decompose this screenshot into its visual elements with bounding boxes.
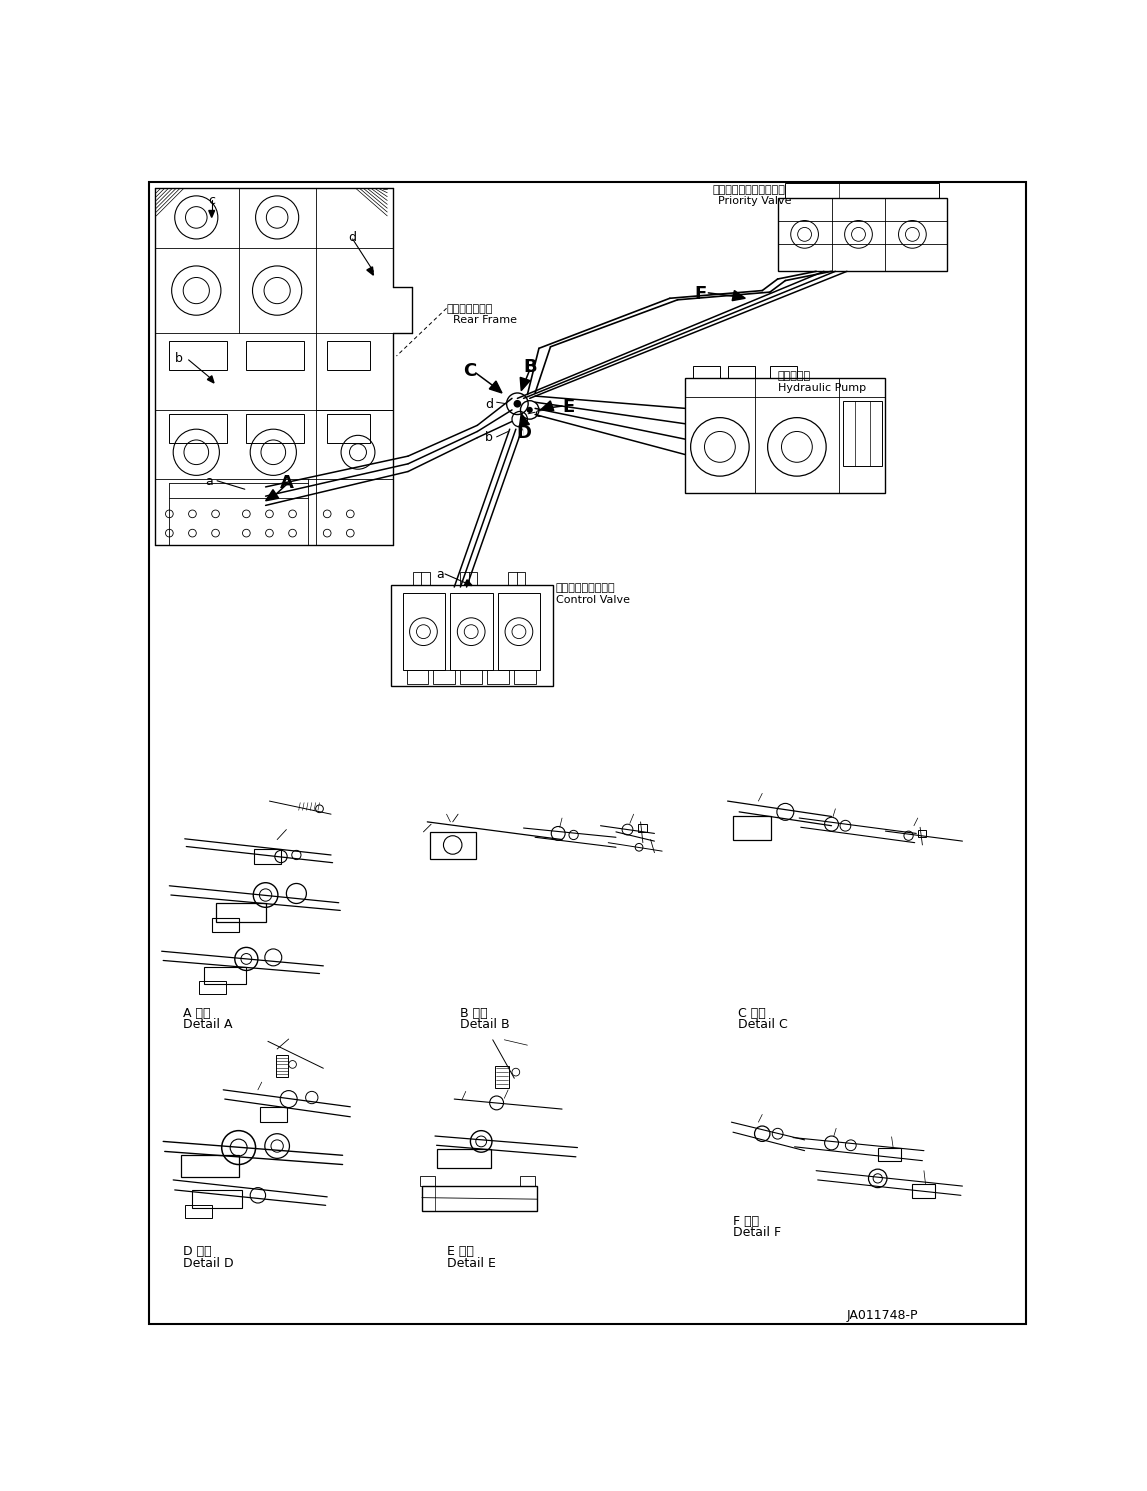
- Bar: [212, 918, 239, 932]
- Circle shape: [514, 400, 521, 407]
- Bar: [198, 981, 226, 993]
- Polygon shape: [208, 376, 214, 383]
- Polygon shape: [520, 414, 530, 426]
- Bar: [451, 593, 493, 669]
- Text: c: c: [533, 407, 541, 420]
- Bar: [460, 669, 482, 684]
- Text: コントロールバルブ: コントロールバルブ: [556, 583, 616, 593]
- Text: Detail F: Detail F: [733, 1226, 781, 1239]
- Polygon shape: [465, 580, 471, 586]
- Bar: [437, 1150, 491, 1169]
- Text: a: a: [437, 568, 444, 581]
- Bar: [778, 198, 947, 271]
- Text: D: D: [516, 423, 531, 441]
- Text: Detail A: Detail A: [184, 1018, 233, 1032]
- Bar: [520, 1176, 536, 1185]
- Bar: [727, 365, 755, 377]
- Text: Detail B: Detail B: [460, 1018, 510, 1032]
- Bar: [514, 669, 536, 684]
- Bar: [260, 1106, 287, 1123]
- Polygon shape: [490, 382, 502, 394]
- Bar: [685, 377, 885, 494]
- Bar: [275, 1056, 288, 1077]
- Bar: [434, 669, 455, 684]
- Text: Hydraulic Pump: Hydraulic Pump: [778, 383, 866, 394]
- Text: Control Valve: Control Valve: [556, 595, 630, 605]
- Circle shape: [526, 407, 533, 413]
- Bar: [170, 414, 227, 443]
- Bar: [403, 593, 445, 669]
- Text: A 詳細: A 詳細: [184, 1006, 211, 1020]
- Text: b: b: [485, 431, 493, 444]
- Bar: [170, 340, 227, 370]
- Bar: [413, 571, 430, 586]
- Bar: [877, 1148, 900, 1161]
- Bar: [247, 414, 304, 443]
- Text: 油圧ポンプ: 油圧ポンプ: [778, 371, 811, 382]
- Text: C 詳細: C 詳細: [738, 1006, 765, 1020]
- Text: B: B: [523, 358, 537, 376]
- Text: A: A: [280, 474, 294, 492]
- Bar: [918, 829, 927, 836]
- Text: E: E: [562, 398, 575, 416]
- Bar: [693, 365, 720, 377]
- Bar: [204, 966, 247, 984]
- Text: Detail E: Detail E: [446, 1257, 496, 1270]
- Polygon shape: [540, 401, 554, 410]
- Bar: [508, 571, 525, 586]
- Bar: [733, 817, 772, 839]
- Text: Detail C: Detail C: [738, 1018, 787, 1032]
- Bar: [181, 1156, 239, 1176]
- Bar: [496, 1066, 509, 1087]
- Bar: [487, 669, 509, 684]
- Bar: [253, 848, 281, 865]
- Text: c: c: [209, 194, 216, 207]
- Polygon shape: [266, 489, 279, 501]
- Bar: [430, 832, 476, 859]
- Text: E 詳細: E 詳細: [446, 1245, 474, 1258]
- Bar: [498, 593, 540, 669]
- Bar: [185, 1205, 212, 1218]
- Bar: [406, 669, 428, 684]
- Bar: [912, 1184, 936, 1197]
- Text: B 詳細: B 詳細: [460, 1006, 487, 1020]
- Bar: [247, 340, 304, 370]
- Bar: [193, 1190, 242, 1208]
- Bar: [460, 571, 477, 586]
- Bar: [422, 1185, 538, 1211]
- Text: b: b: [174, 352, 182, 365]
- Bar: [770, 365, 797, 377]
- Text: F 詳細: F 詳細: [733, 1215, 759, 1227]
- Text: d: d: [349, 231, 357, 245]
- Text: F: F: [695, 285, 707, 303]
- Text: プライオリティバルブ／: プライオリティバルブ／: [712, 185, 785, 195]
- Text: Detail D: Detail D: [184, 1257, 234, 1270]
- Bar: [327, 414, 369, 443]
- Text: Priority Valve: Priority Valve: [718, 195, 791, 206]
- Polygon shape: [367, 267, 374, 276]
- Polygon shape: [521, 377, 530, 391]
- Text: d: d: [485, 398, 493, 410]
- Bar: [420, 1176, 435, 1185]
- Bar: [786, 183, 939, 198]
- Text: JA011748-P: JA011748-P: [846, 1309, 919, 1323]
- Bar: [327, 340, 369, 370]
- Polygon shape: [732, 291, 746, 301]
- Text: リヤーフレーム: リヤーフレーム: [446, 304, 493, 313]
- Text: a: a: [205, 476, 213, 489]
- Bar: [843, 401, 882, 467]
- Text: Rear Frame: Rear Frame: [453, 315, 516, 325]
- Bar: [638, 825, 647, 832]
- Polygon shape: [209, 210, 214, 218]
- Text: D 詳細: D 詳細: [184, 1245, 212, 1258]
- Text: C: C: [463, 362, 476, 380]
- Bar: [391, 586, 553, 686]
- Bar: [216, 902, 266, 921]
